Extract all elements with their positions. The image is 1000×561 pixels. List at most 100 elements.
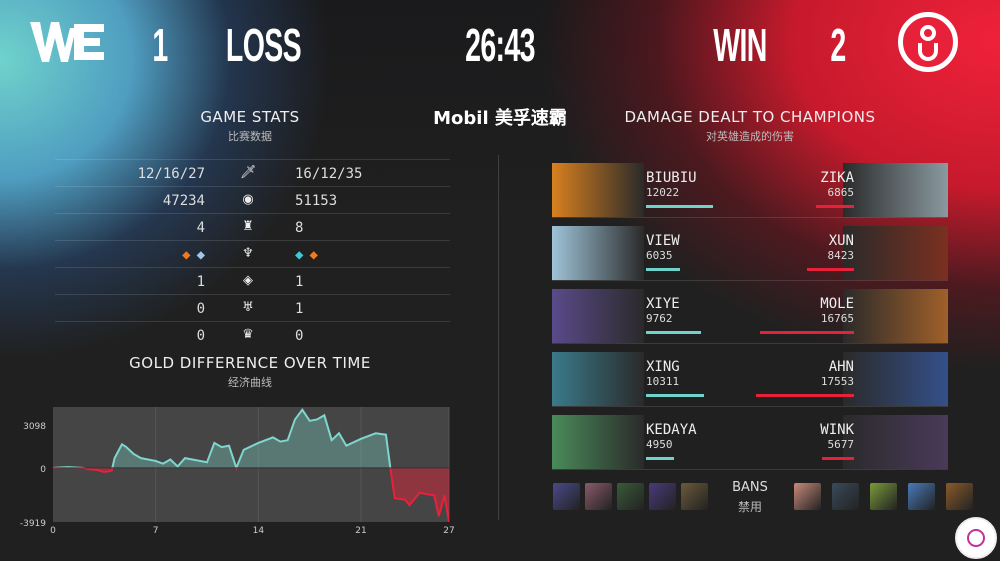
rift-herald-icon: ◈ [243,273,253,288]
x-tick-label: 27 [443,526,454,536]
player-name: XUN [828,233,854,249]
right-score: 2 [830,19,846,71]
champion-portrait [843,289,948,343]
panel-divider [498,155,499,520]
infernal-drake-icon: ◆ [182,247,191,263]
damage-row: XING 10311 AHN 17553 [552,352,948,407]
ig-team-logo [898,12,958,72]
y-tick-label: 3098 [23,422,46,432]
banned-champion-icon [681,483,708,510]
stat-row: 0 1 ♅ [55,294,450,321]
sword-icon: 🗡 [240,165,257,180]
damage-bar [822,457,854,460]
cloud-drake-icon: ◆ [196,247,205,263]
player-name: XING [646,359,680,375]
banned-champion-icon [946,483,973,510]
plot-area [53,407,449,522]
left-stat-value: 0 [196,328,205,344]
champion-portrait [552,352,644,406]
damage-value: 6035 [646,249,673,262]
damage-bar [646,268,680,271]
damage-bar [646,331,701,334]
player-name: KEDAYA [646,422,697,438]
damage-value: 16765 [820,312,854,325]
damage-value: 4950 [646,438,673,451]
player-name: XIYE [646,296,680,312]
gold-lead-area-positive [53,409,449,468]
left-stat-value: 1 [196,274,205,290]
right-dragons: ◆ ◆ [295,247,324,263]
damage-value: 17553 [820,375,854,388]
right-stat-value: 1 [295,301,304,317]
gold-line-positive [53,408,392,468]
watermark-logo [955,517,997,559]
baron-icon: ♅ [242,300,254,315]
stat-row: 4 8 ♜ [55,213,450,240]
champion-portrait [552,226,644,280]
banned-champion-icon [870,483,897,510]
damage-value: 8423 [827,249,855,262]
damage-value: 6865 [827,186,855,199]
stat-row: ◆ ◆ ◆ ◆ ♆ [55,240,450,267]
we-team-logo [30,18,110,66]
left-score: 1 [152,19,168,71]
damage-value: 12022 [646,186,680,199]
right-stat-value: 8 [295,220,304,236]
player-name: AHN [828,359,854,375]
infernal-drake-icon: ◆ [309,247,318,263]
champion-portrait [843,352,948,406]
game-timer: 26:43 [465,19,535,71]
banned-champion-icon [553,483,580,510]
stat-row: 12/16/27 16/12/35 🗡 [55,159,450,186]
right-stat-value: 16/12/35 [295,166,363,182]
x-tick-label: 21 [355,526,366,536]
elder-dragon-icon: ♛ [242,327,254,342]
damage-row: BIUBIU 12022 ZIKA 6865 [552,163,948,218]
left-stat-value: 12/16/27 [137,166,205,182]
left-stat-value: 0 [196,301,205,317]
gold-line-negative [53,467,449,523]
damage-row: VIEW 6035 XUN 8423 [552,226,948,281]
damage-title: DAMAGE DEALT TO CHAMPIONS [624,108,876,126]
right-stat-value: 51153 [295,193,338,209]
damage-value: 5677 [827,438,855,451]
damage-value: 10311 [646,375,680,388]
player-name: ZIKA [820,170,854,186]
player-name: MOLE [820,296,854,312]
champion-portrait [552,163,644,217]
left-dragons: ◆ ◆ [176,247,205,263]
right-stat-value: 0 [295,328,304,344]
tower-icon: ♜ [242,219,254,234]
banned-champion-icon [585,483,612,510]
x-tick-label: 0 [50,526,56,536]
damage-row: KEDAYA 4950 WINK 5677 [552,415,948,470]
bans-label: BANS [732,480,768,495]
hextech-drake-icon: ◆ [295,247,304,263]
left-result: LOSS [225,19,302,71]
x-tick-label: 7 [153,526,159,536]
dragon-icon: ♆ [242,246,254,261]
left-stat-value: 4 [196,220,205,236]
player-name: BIUBIU [646,170,697,186]
damage-bar [755,394,854,397]
chart-subtitle: 经济曲线 [228,376,272,389]
right-result: WIN [713,19,767,71]
player-name: WINK [820,422,854,438]
champion-portrait [552,289,644,343]
champion-portrait [843,415,948,469]
sponsor-logo: Mobil 美孚速霸 [433,108,567,129]
banned-champion-icon [649,483,676,510]
banned-champion-icon [617,483,644,510]
damage-bar [646,205,714,208]
player-name: VIEW [646,233,680,249]
damage-bar [646,394,704,397]
game-stats-subtitle: 比赛数据 [228,130,272,143]
banned-champion-icon [832,483,859,510]
x-tick-label: 14 [253,526,265,536]
right-stat-value: 1 [295,274,304,290]
stat-row: 1 1 ◈ [55,267,450,294]
y-tick-label: -3919 [20,519,46,529]
stat-row: 0 0 ♛ [55,321,450,348]
damage-bar [760,331,854,334]
y-tick-label: 0 [40,465,46,475]
